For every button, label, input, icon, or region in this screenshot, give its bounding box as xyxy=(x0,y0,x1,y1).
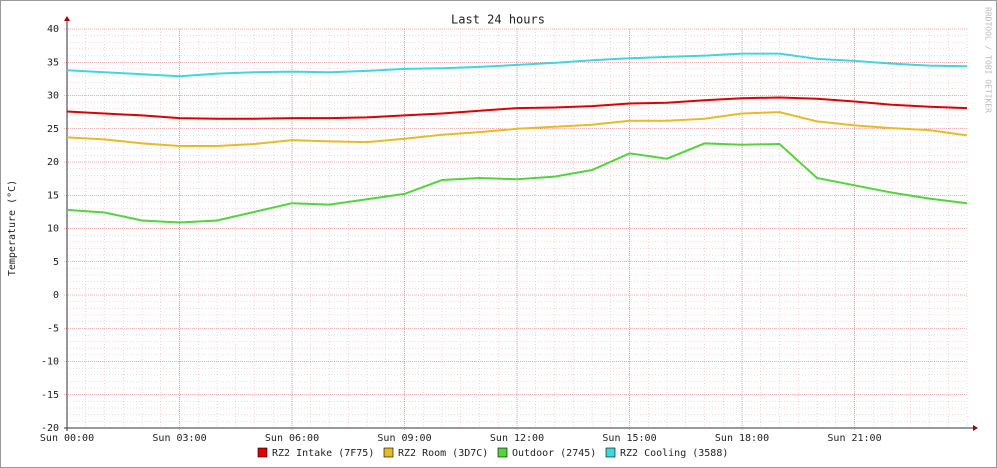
y-tick-label: 10 xyxy=(47,224,59,235)
y-tick-label: 35 xyxy=(47,57,59,68)
series-line xyxy=(66,142,968,224)
series-line xyxy=(66,96,968,120)
x-tick-label: Sun 18:00 xyxy=(715,433,769,444)
legend-label: RZ2 Intake (7F75) xyxy=(272,448,374,459)
legend-swatch xyxy=(605,447,616,458)
legend-label: Outdoor (2745) xyxy=(512,448,596,459)
x-tick-label: Sun 03:00 xyxy=(152,433,206,444)
arrow xyxy=(973,425,978,431)
series-line xyxy=(66,111,968,147)
y-axis-label: Temperature (°C) xyxy=(7,180,18,276)
x-tick-label: Sun 12:00 xyxy=(490,433,544,444)
legend-swatch xyxy=(257,447,268,458)
y-tick-label: -20 xyxy=(41,423,59,434)
y-tick-label: 30 xyxy=(47,91,59,102)
y-tick-label: 25 xyxy=(47,124,59,135)
x-tick-label: Sun 21:00 xyxy=(827,433,881,444)
arrow xyxy=(64,16,70,21)
chart-title: Last 24 hours xyxy=(451,13,545,27)
x-tick-label: Sun 00:00 xyxy=(40,433,94,444)
y-tick-label: 20 xyxy=(47,157,59,168)
y-tick-label: 0 xyxy=(53,290,59,301)
legend-label: RZ2 Cooling (3588) xyxy=(620,448,728,459)
legend-swatch xyxy=(497,447,508,458)
x-tick-label: Sun 15:00 xyxy=(602,433,656,444)
y-tick-label: 40 xyxy=(47,24,59,35)
y-tick-label: 5 xyxy=(53,257,59,268)
x-tick-label: Sun 06:00 xyxy=(265,433,319,444)
y-tick-label: 15 xyxy=(47,190,59,201)
series-line xyxy=(66,52,968,78)
y-tick-label: -10 xyxy=(41,357,59,368)
y-tick-label: -5 xyxy=(47,323,59,334)
y-tick-label: -15 xyxy=(41,390,59,401)
x-tick-label: Sun 09:00 xyxy=(377,433,431,444)
watermark: RRDTOOL / TOBI OETIKER xyxy=(984,7,993,113)
legend-label: RZ2 Room (3D7C) xyxy=(398,448,488,459)
legend-swatch xyxy=(383,447,394,458)
